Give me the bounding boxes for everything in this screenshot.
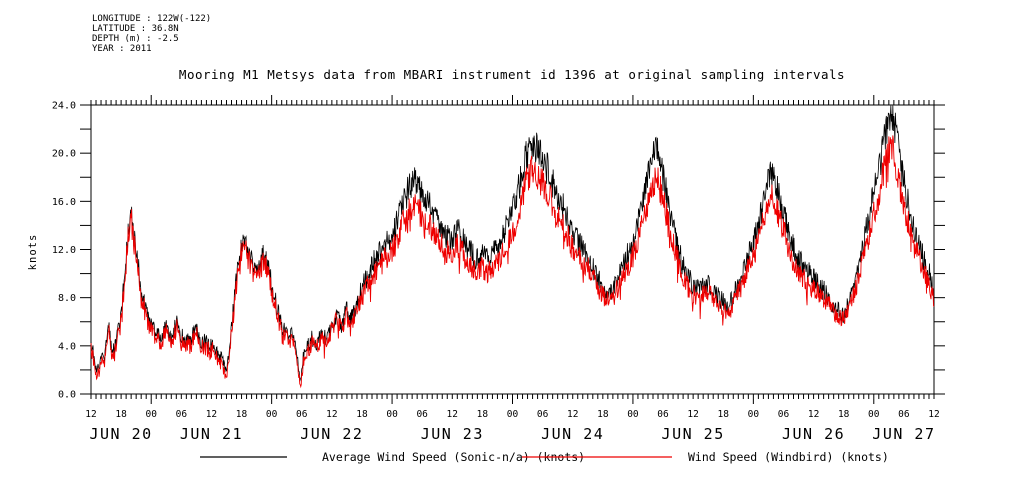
series-sonic-line xyxy=(90,105,935,382)
meta-depth: DEPTH (m) : -2.5 xyxy=(92,34,179,44)
x-hour-label: 06 xyxy=(537,409,549,420)
x-date-label: JUN 26 xyxy=(782,425,845,443)
x-hour-label: 06 xyxy=(296,409,308,420)
x-hour-label: 18 xyxy=(115,409,127,420)
y-tick-label: 12.0 xyxy=(52,245,76,256)
x-hour-label: 18 xyxy=(838,409,850,420)
x-date-label: JUN 27 xyxy=(872,425,935,443)
x-hour-label: 18 xyxy=(356,409,368,420)
x-hour-label: 00 xyxy=(868,409,880,420)
x-hour-label: 12 xyxy=(567,409,578,420)
x-hour-label: 12 xyxy=(85,409,96,420)
x-hour-label: 12 xyxy=(447,409,458,420)
x-hour-label: 00 xyxy=(507,409,519,420)
metadata-block: LONGITUDE : 122W(-122) LATITUDE : 36.8N … xyxy=(92,14,211,54)
x-hour-label: 18 xyxy=(477,409,489,420)
legend-label-sonic: Average Wind Speed (Sonic-n/a) (knots) xyxy=(322,450,585,464)
x-hour-label: 06 xyxy=(176,409,188,420)
x-hour-label: 00 xyxy=(386,409,398,420)
y-tick-label: 24.0 xyxy=(52,101,76,112)
x-date-label: JUN 23 xyxy=(421,425,484,443)
x-date-label: JUN 20 xyxy=(90,425,153,443)
x-hour-label: 00 xyxy=(266,409,278,420)
x-date-label: JUN 21 xyxy=(180,425,243,443)
x-hour-label: 18 xyxy=(718,409,730,420)
y-tick-label: 16.0 xyxy=(52,197,76,208)
x-hour-label: 06 xyxy=(657,409,669,420)
y-tick-label: 20.0 xyxy=(52,149,76,160)
x-hour-label: 00 xyxy=(145,409,157,420)
y-tick-label: 0.0 xyxy=(58,390,76,401)
x-hour-label: 00 xyxy=(748,409,760,420)
x-hour-label: 06 xyxy=(416,409,428,420)
legend: Average Wind Speed (Sonic-n/a) (knots) W… xyxy=(200,450,889,464)
x-date-label: JUN 22 xyxy=(300,425,363,443)
x-hour-label: 06 xyxy=(778,409,790,420)
meta-latitude: LATITUDE : 36.8N xyxy=(92,24,179,34)
y-axis-title: knots xyxy=(27,234,39,271)
x-date-label: JUN 25 xyxy=(662,425,725,443)
y-tick-label: 8.0 xyxy=(58,293,76,304)
x-hour-label: 06 xyxy=(898,409,910,420)
y-tick-label: 4.0 xyxy=(58,341,76,352)
x-hour-label: 18 xyxy=(597,409,609,420)
x-date-label: JUN 24 xyxy=(541,425,604,443)
axes: 0.0 4.0 8.0 12.0 16.0 20.0 24.0 12 18 00 06 12 18 00 0… xyxy=(52,95,945,443)
x-hour-label: 12 xyxy=(808,409,819,420)
legend-label-windbird: Wind Speed (Windbird) (knots) xyxy=(688,450,889,464)
x-hour-label: 18 xyxy=(236,409,248,420)
x-hour-label: 00 xyxy=(627,409,639,420)
series-lines xyxy=(90,105,935,389)
meta-year: YEAR : 2011 xyxy=(92,44,152,54)
x-hour-label: 12 xyxy=(928,409,939,420)
meta-longitude: LONGITUDE : 122W(-122) xyxy=(92,14,211,24)
chart-title: Mooring M1 Metsys data from MBARI instru… xyxy=(179,67,845,82)
x-hour-label: 12 xyxy=(687,409,698,420)
x-hour-label: 12 xyxy=(206,409,217,420)
series-windbird-line xyxy=(90,135,935,389)
x-hour-label: 12 xyxy=(326,409,337,420)
